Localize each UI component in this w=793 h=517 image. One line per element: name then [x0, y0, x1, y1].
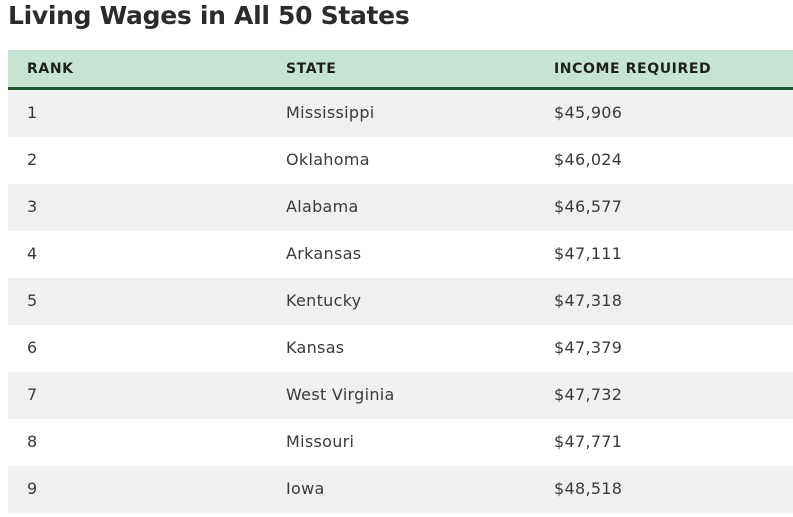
header-income: INCOME REQUIRED	[554, 61, 712, 77]
header-rank: RANK	[27, 61, 74, 77]
table-header: RANK STATE INCOME REQUIRED	[8, 50, 793, 90]
cell-rank: 8	[27, 432, 38, 451]
table-row: 5 Kentucky $47,318	[8, 278, 793, 325]
header-state: STATE	[286, 61, 337, 77]
page-title: Living Wages in All 50 States	[8, 1, 410, 30]
cell-rank: 5	[27, 291, 38, 310]
cell-state: Iowa	[286, 479, 325, 498]
table-row: 7 West Virginia $47,732	[8, 372, 793, 419]
cell-state: Kentucky	[286, 291, 362, 310]
cell-state: Alabama	[286, 197, 359, 216]
cell-state: Arkansas	[286, 244, 362, 263]
cell-state: Mississippi	[286, 103, 375, 122]
cell-income: $45,906	[554, 103, 623, 122]
cell-income: $47,111	[554, 244, 623, 263]
table-row: 8 Missouri $47,771	[8, 419, 793, 466]
cell-state: Missouri	[286, 432, 355, 451]
living-wage-table: RANK STATE INCOME REQUIRED 1 Mississippi…	[8, 50, 793, 513]
cell-rank: 9	[27, 479, 38, 498]
cell-rank: 4	[27, 244, 38, 263]
cell-rank: 6	[27, 338, 38, 357]
cell-income: $47,379	[554, 338, 623, 357]
cell-rank: 7	[27, 385, 38, 404]
cell-income: $47,318	[554, 291, 623, 310]
table-row: 6 Kansas $47,379	[8, 325, 793, 372]
cell-income: $47,732	[554, 385, 623, 404]
cell-income: $48,518	[554, 479, 623, 498]
cell-state: Oklahoma	[286, 150, 370, 169]
cell-rank: 3	[27, 197, 38, 216]
cell-rank: 2	[27, 150, 38, 169]
table-row: 2 Oklahoma $46,024	[8, 137, 793, 184]
table-row: 9 Iowa $48,518	[8, 466, 793, 513]
cell-income: $46,024	[554, 150, 623, 169]
table-row: 1 Mississippi $45,906	[8, 90, 793, 137]
cell-income: $46,577	[554, 197, 623, 216]
table-row: 3 Alabama $46,577	[8, 184, 793, 231]
table-row: 4 Arkansas $47,111	[8, 231, 793, 278]
cell-state: West Virginia	[286, 385, 395, 404]
cell-income: $47,771	[554, 432, 623, 451]
cell-rank: 1	[27, 103, 38, 122]
cell-state: Kansas	[286, 338, 345, 357]
